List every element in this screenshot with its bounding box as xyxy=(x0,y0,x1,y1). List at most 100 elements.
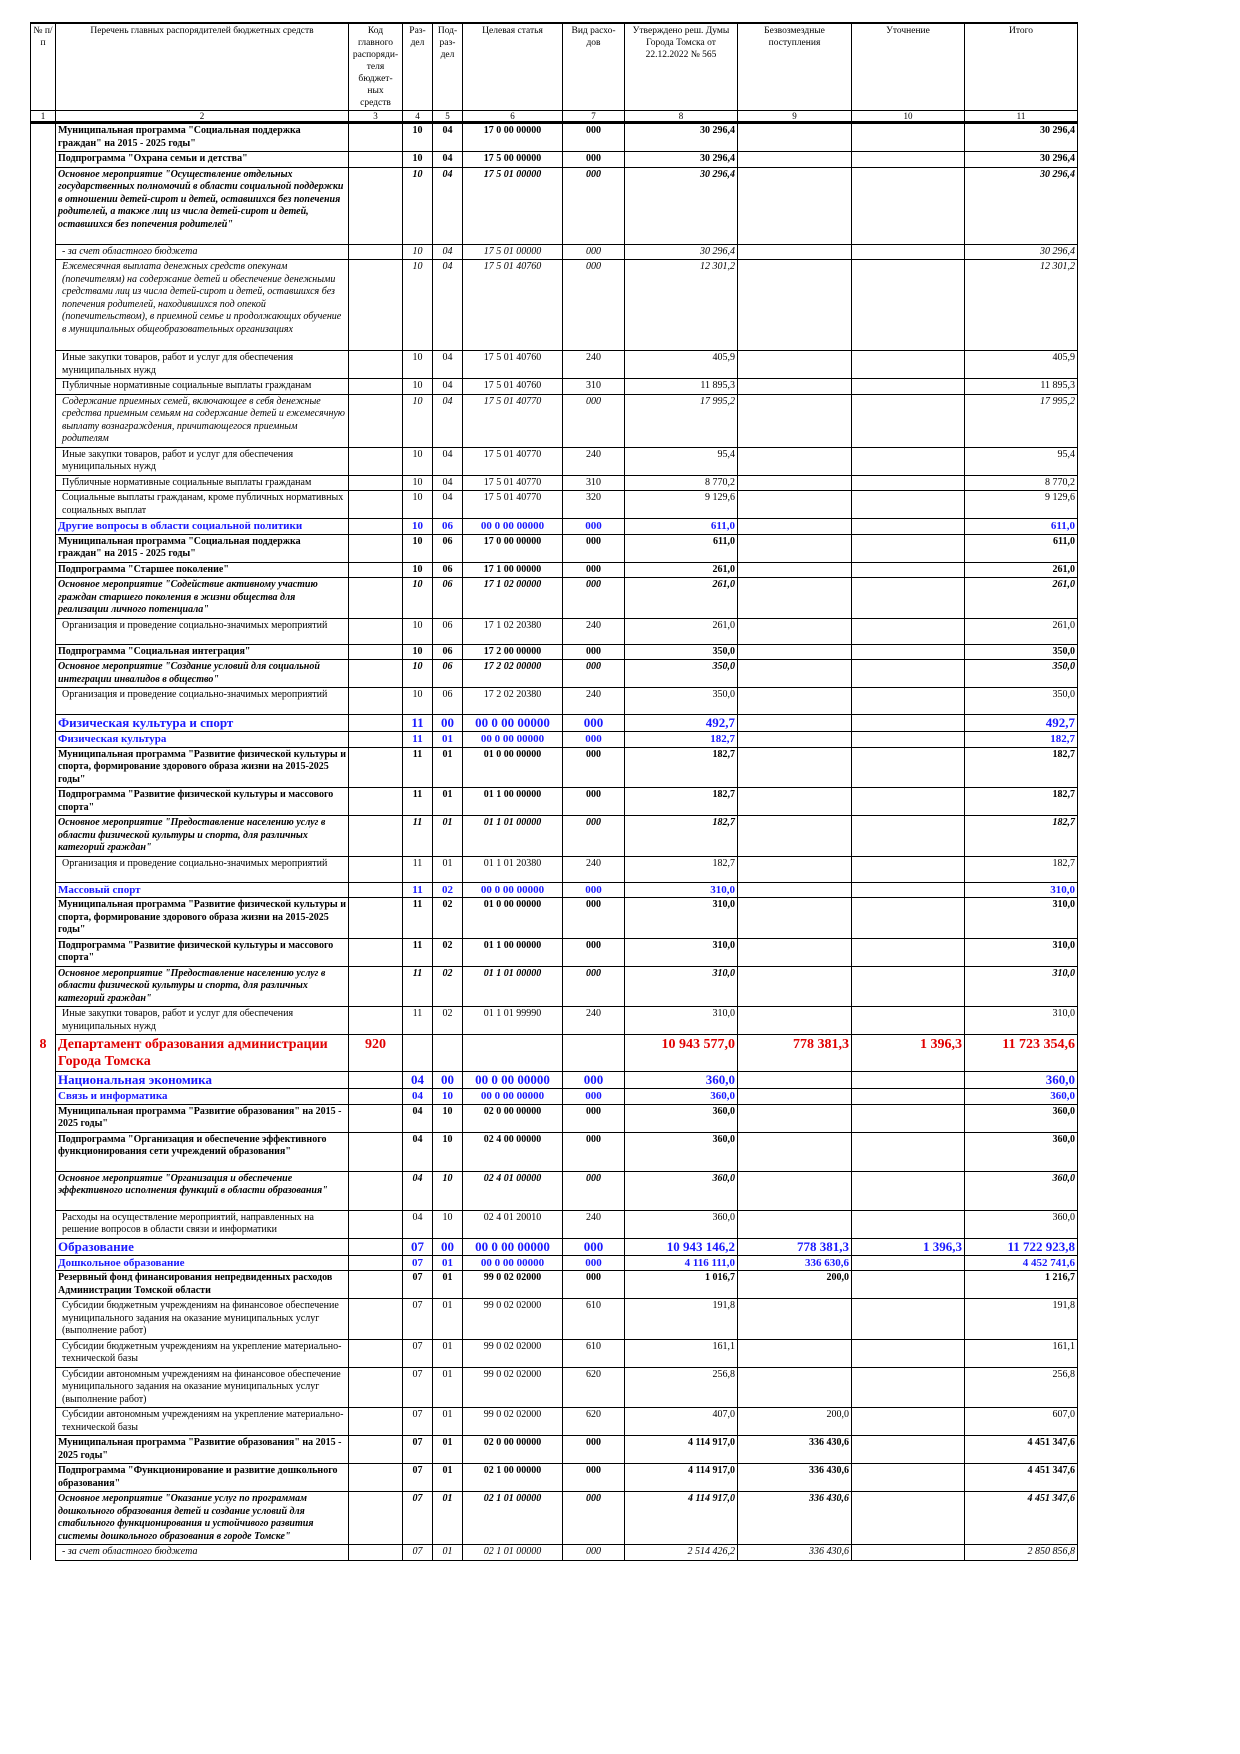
table-cell: Иные закупки товаров, работ и услуг для … xyxy=(55,446,349,476)
table-cell: 000 xyxy=(562,393,625,448)
table-cell xyxy=(851,937,965,967)
table-cell xyxy=(851,446,965,476)
table-cell: 07 xyxy=(402,1254,433,1271)
table-cell xyxy=(737,393,852,448)
table-row: Иные закупки товаров, работ и услуг для … xyxy=(30,446,1078,476)
table-cell: 9 129,6 xyxy=(624,490,738,519)
table-row: Подпрограмма "Развитие физической культу… xyxy=(30,937,1078,967)
table-cell: 10 xyxy=(432,1103,463,1133)
table-row: Публичные нормативные социальные выплаты… xyxy=(30,474,1078,491)
table-row: Подпрограмма "Старшее поколение" 10 06 17 1… xyxy=(30,561,1078,578)
column-number: 9 xyxy=(737,110,852,124)
table-cell: 240 xyxy=(562,687,625,715)
table-cell: 240 xyxy=(562,617,625,645)
table-row: Субсидии автономным учреждениям на финан… xyxy=(30,1366,1078,1408)
table-cell: 000 xyxy=(562,659,625,688)
table-cell: 11 xyxy=(402,881,433,898)
table-cell: 350,0 xyxy=(964,643,1078,660)
table-cell xyxy=(30,475,56,491)
table-cell: 00 0 00 00000 xyxy=(462,1071,563,1089)
table-cell: 8 770,2 xyxy=(964,474,1078,491)
table-cell: 360,0 xyxy=(624,1170,738,1211)
table-cell: - за счет областного бюджета xyxy=(55,243,349,260)
table-cell xyxy=(851,243,965,260)
table-cell: 10 xyxy=(402,518,433,535)
table-cell: 06 xyxy=(432,533,463,563)
table-cell: 17 5 01 40770 xyxy=(462,490,563,519)
table-row: Расходы на осуществление мероприятий, на… xyxy=(30,1209,1078,1239)
table-row: Муниципальная программа "Социальная подд… xyxy=(30,122,1078,152)
table-cell xyxy=(851,122,965,152)
table-cell xyxy=(851,1209,965,1239)
table-cell: 10 xyxy=(402,474,433,491)
table-cell: 240 xyxy=(562,855,625,883)
table-cell: 12 301,2 xyxy=(964,259,1078,351)
table-cell xyxy=(348,243,403,260)
table-cell: Муниципальная программа "Развитие физиче… xyxy=(55,746,349,788)
table-cell: Подпрограмма "Охрана семьи и детства" xyxy=(55,151,349,168)
table-cell: Резервный фонд финансирования непредвиде… xyxy=(55,1270,349,1299)
table-cell xyxy=(737,1131,852,1172)
table-cell: 360,0 xyxy=(964,1103,1078,1133)
table-cell: 07 xyxy=(402,1366,433,1408)
table-cell xyxy=(737,855,852,883)
table-cell xyxy=(737,1298,852,1340)
table-cell xyxy=(348,1071,403,1089)
table-cell: 4 451 347,6 xyxy=(964,1463,1078,1492)
table-cell xyxy=(348,881,403,898)
table-cell: 182,7 xyxy=(624,787,738,816)
table-cell: 11 xyxy=(402,815,433,857)
table-cell: 30 296,4 xyxy=(964,122,1078,152)
table-cell xyxy=(30,1298,56,1339)
table-cell: 161,1 xyxy=(964,1338,1078,1368)
table-cell xyxy=(348,1338,403,1368)
table-cell: 02 1 01 00000 xyxy=(462,1491,563,1545)
table-cell: 000 xyxy=(562,746,625,788)
table-row: Субсидии бюджетным учреждениям на финанс… xyxy=(30,1298,1078,1340)
table-cell: 336 430,6 xyxy=(737,1491,852,1545)
table-cell: 200,0 xyxy=(737,1407,852,1436)
table-cell: 310,0 xyxy=(624,965,738,1007)
table-cell: 17 5 01 00000 xyxy=(462,166,563,245)
table-cell: 17 1 02 20380 xyxy=(462,617,563,645)
table-cell: 30 296,4 xyxy=(624,151,738,168)
table-cell: 00 0 00 00000 xyxy=(462,731,563,748)
table-cell: 01 1 01 20380 xyxy=(462,855,563,883)
table-cell xyxy=(851,490,965,519)
table-cell: 240 xyxy=(562,446,625,476)
table-row: Субсидии бюджетным учреждениям на укрепл… xyxy=(30,1338,1078,1368)
table-cell: 02 4 01 00000 xyxy=(462,1170,563,1211)
table-row: Муниципальная программа "Развитие физиче… xyxy=(30,746,1078,788)
table-cell: 10 xyxy=(432,1170,463,1211)
table-row: - за счет областного бюджета 07 01 02 1 01 … xyxy=(30,1544,1078,1561)
table-cell: Организация и проведение социально-значи… xyxy=(55,687,349,715)
table-cell: 350,0 xyxy=(964,687,1078,715)
table-cell xyxy=(737,746,852,788)
table-cell: 10 xyxy=(402,577,433,619)
table-cell: 17 5 01 40760 xyxy=(462,259,563,351)
table-cell: 01 xyxy=(432,787,463,816)
table-cell xyxy=(737,1006,852,1035)
table-cell xyxy=(851,687,965,715)
table-cell: 200,0 xyxy=(737,1270,852,1299)
table-cell xyxy=(851,1407,965,1436)
table-cell: 17 5 01 40770 xyxy=(462,393,563,448)
table-cell: 778 381,3 xyxy=(737,1034,852,1072)
table-cell xyxy=(30,1071,56,1089)
table-cell: 350,0 xyxy=(624,687,738,715)
table-row: Основное мероприятие "Создание условий д… xyxy=(30,659,1078,688)
table-cell xyxy=(851,1254,965,1271)
table-cell: 99 0 02 02000 xyxy=(462,1407,563,1436)
table-cell: 17 995,2 xyxy=(624,393,738,448)
table-cell: 17 995,2 xyxy=(964,393,1078,448)
table-cell: 07 xyxy=(402,1491,433,1545)
table-cell: 02 xyxy=(432,965,463,1007)
column-number-row: 1 2 3 4 5 6 7 8 9 10 11 xyxy=(30,110,1078,124)
table-cell: 9 129,6 xyxy=(964,490,1078,519)
table-cell: 01 xyxy=(432,1491,463,1545)
table-cell: Муниципальная программа "Социальная подд… xyxy=(55,122,349,152)
table-row: Основное мероприятие "Осуществление отде… xyxy=(30,166,1078,245)
table-cell: 000 xyxy=(562,1071,625,1089)
table-cell: 04 xyxy=(432,378,463,395)
